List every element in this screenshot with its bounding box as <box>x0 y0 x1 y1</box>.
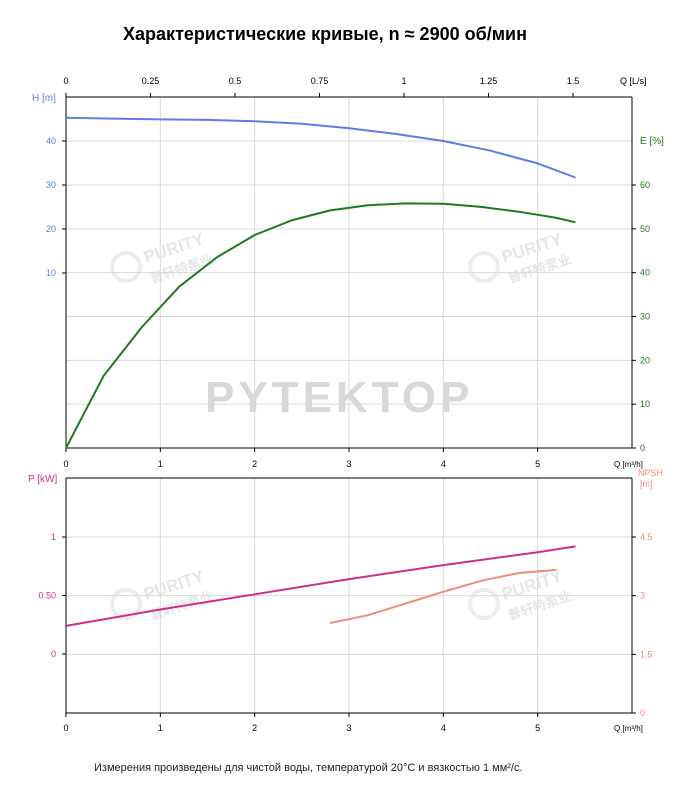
p-axis-tick-label: 0 <box>51 649 56 659</box>
npsh-axis-unit: [m] <box>640 479 653 489</box>
top-x-tick-label: 1.5 <box>567 76 580 86</box>
footnote: Измерения произведены для чистой воды, т… <box>94 762 523 774</box>
watermark-layer: PYTEKTOPPURITY普轩特泵业PURITY普轩特泵业PURITY普轩特泵… <box>110 229 573 623</box>
p-axis-tick-label: 0.50 <box>38 591 56 601</box>
top-bx-axis-label: Q [m³/h] <box>614 460 643 469</box>
h-axis-tick-label: 10 <box>46 268 56 278</box>
watermark-logo-icon <box>110 251 142 283</box>
watermark-logo-icon <box>468 251 500 283</box>
curves-layer <box>65 116 576 627</box>
npsh-axis-tick-label: 3 <box>640 591 645 601</box>
npsh-axis-label: NPSH <box>638 468 663 478</box>
chart-title: Характеристические кривые, n ≈ 2900 об/м… <box>123 24 527 44</box>
bot-x-tick-label: 4 <box>441 723 446 733</box>
top-x-tick-label: 1.25 <box>480 76 498 86</box>
top-x-tick-label: 0.75 <box>311 76 329 86</box>
top-x-tick-label: 1 <box>401 76 406 86</box>
npsh-curve <box>329 568 557 624</box>
top-bx-tick-label: 3 <box>346 459 351 469</box>
e-axis-tick-label: 50 <box>640 224 650 234</box>
top-x-tick-label: 0.5 <box>229 76 242 86</box>
e-axis-tick-label: 60 <box>640 180 650 190</box>
power-curve <box>65 545 576 627</box>
e-axis-tick-label: 0 <box>640 443 645 453</box>
top-bx-tick-label: 1 <box>158 459 163 469</box>
axis-labels: 0 0.25 0.5 0.75 1 1.25 1.5 Q [L/s] 0 1 2 3 4 5 Q [m³/h… <box>28 76 664 733</box>
watermark-main: PYTEKTOP <box>205 373 473 422</box>
top-x-tick-label: 0 <box>63 76 68 86</box>
bot-x-tick-label: 2 <box>252 723 257 733</box>
p-axis-tick-label: 1 <box>51 532 56 542</box>
bottom-chart-grid <box>66 478 632 714</box>
top-bx-tick-label: 4 <box>441 459 446 469</box>
head-curve <box>65 116 576 179</box>
e-axis-tick-label: 10 <box>640 399 650 409</box>
bot-x-tick-label: 3 <box>346 723 351 733</box>
top-chart-grid <box>66 97 632 448</box>
npsh-axis-tick-label: 0 <box>640 708 645 718</box>
e-axis-tick-label: 40 <box>640 268 650 278</box>
bot-x-axis-label: Q [m³/h] <box>614 724 643 733</box>
bot-x-tick-label: 0 <box>63 723 68 733</box>
p-axis-label: P [kW] <box>28 474 57 485</box>
efficiency-curve <box>65 202 576 449</box>
top-bx-tick-label: 5 <box>535 459 540 469</box>
top-x-axis-label: Q [L/s] <box>620 76 647 86</box>
chart-frames <box>62 93 636 717</box>
bot-x-tick-label: 1 <box>158 723 163 733</box>
npsh-axis-tick-label: 4.5 <box>640 532 653 542</box>
watermark-logo-icon <box>110 588 142 620</box>
top-x-tick-label: 0.25 <box>142 76 160 86</box>
h-axis-tick-label: 40 <box>46 136 56 146</box>
top-bx-tick-label: 0 <box>63 459 68 469</box>
h-axis-label: H [m] <box>32 93 56 104</box>
e-axis-tick-label: 20 <box>640 355 650 365</box>
h-axis-tick-label: 30 <box>46 180 56 190</box>
bot-x-tick-label: 5 <box>535 723 540 733</box>
watermark-logo-icon <box>468 588 500 620</box>
top-bx-tick-label: 2 <box>252 459 257 469</box>
e-axis-label: E [%] <box>640 136 664 147</box>
npsh-axis-tick-label: 1.5 <box>640 649 653 659</box>
e-axis-tick-label: 30 <box>640 312 650 322</box>
h-axis-tick-label: 20 <box>46 224 56 234</box>
